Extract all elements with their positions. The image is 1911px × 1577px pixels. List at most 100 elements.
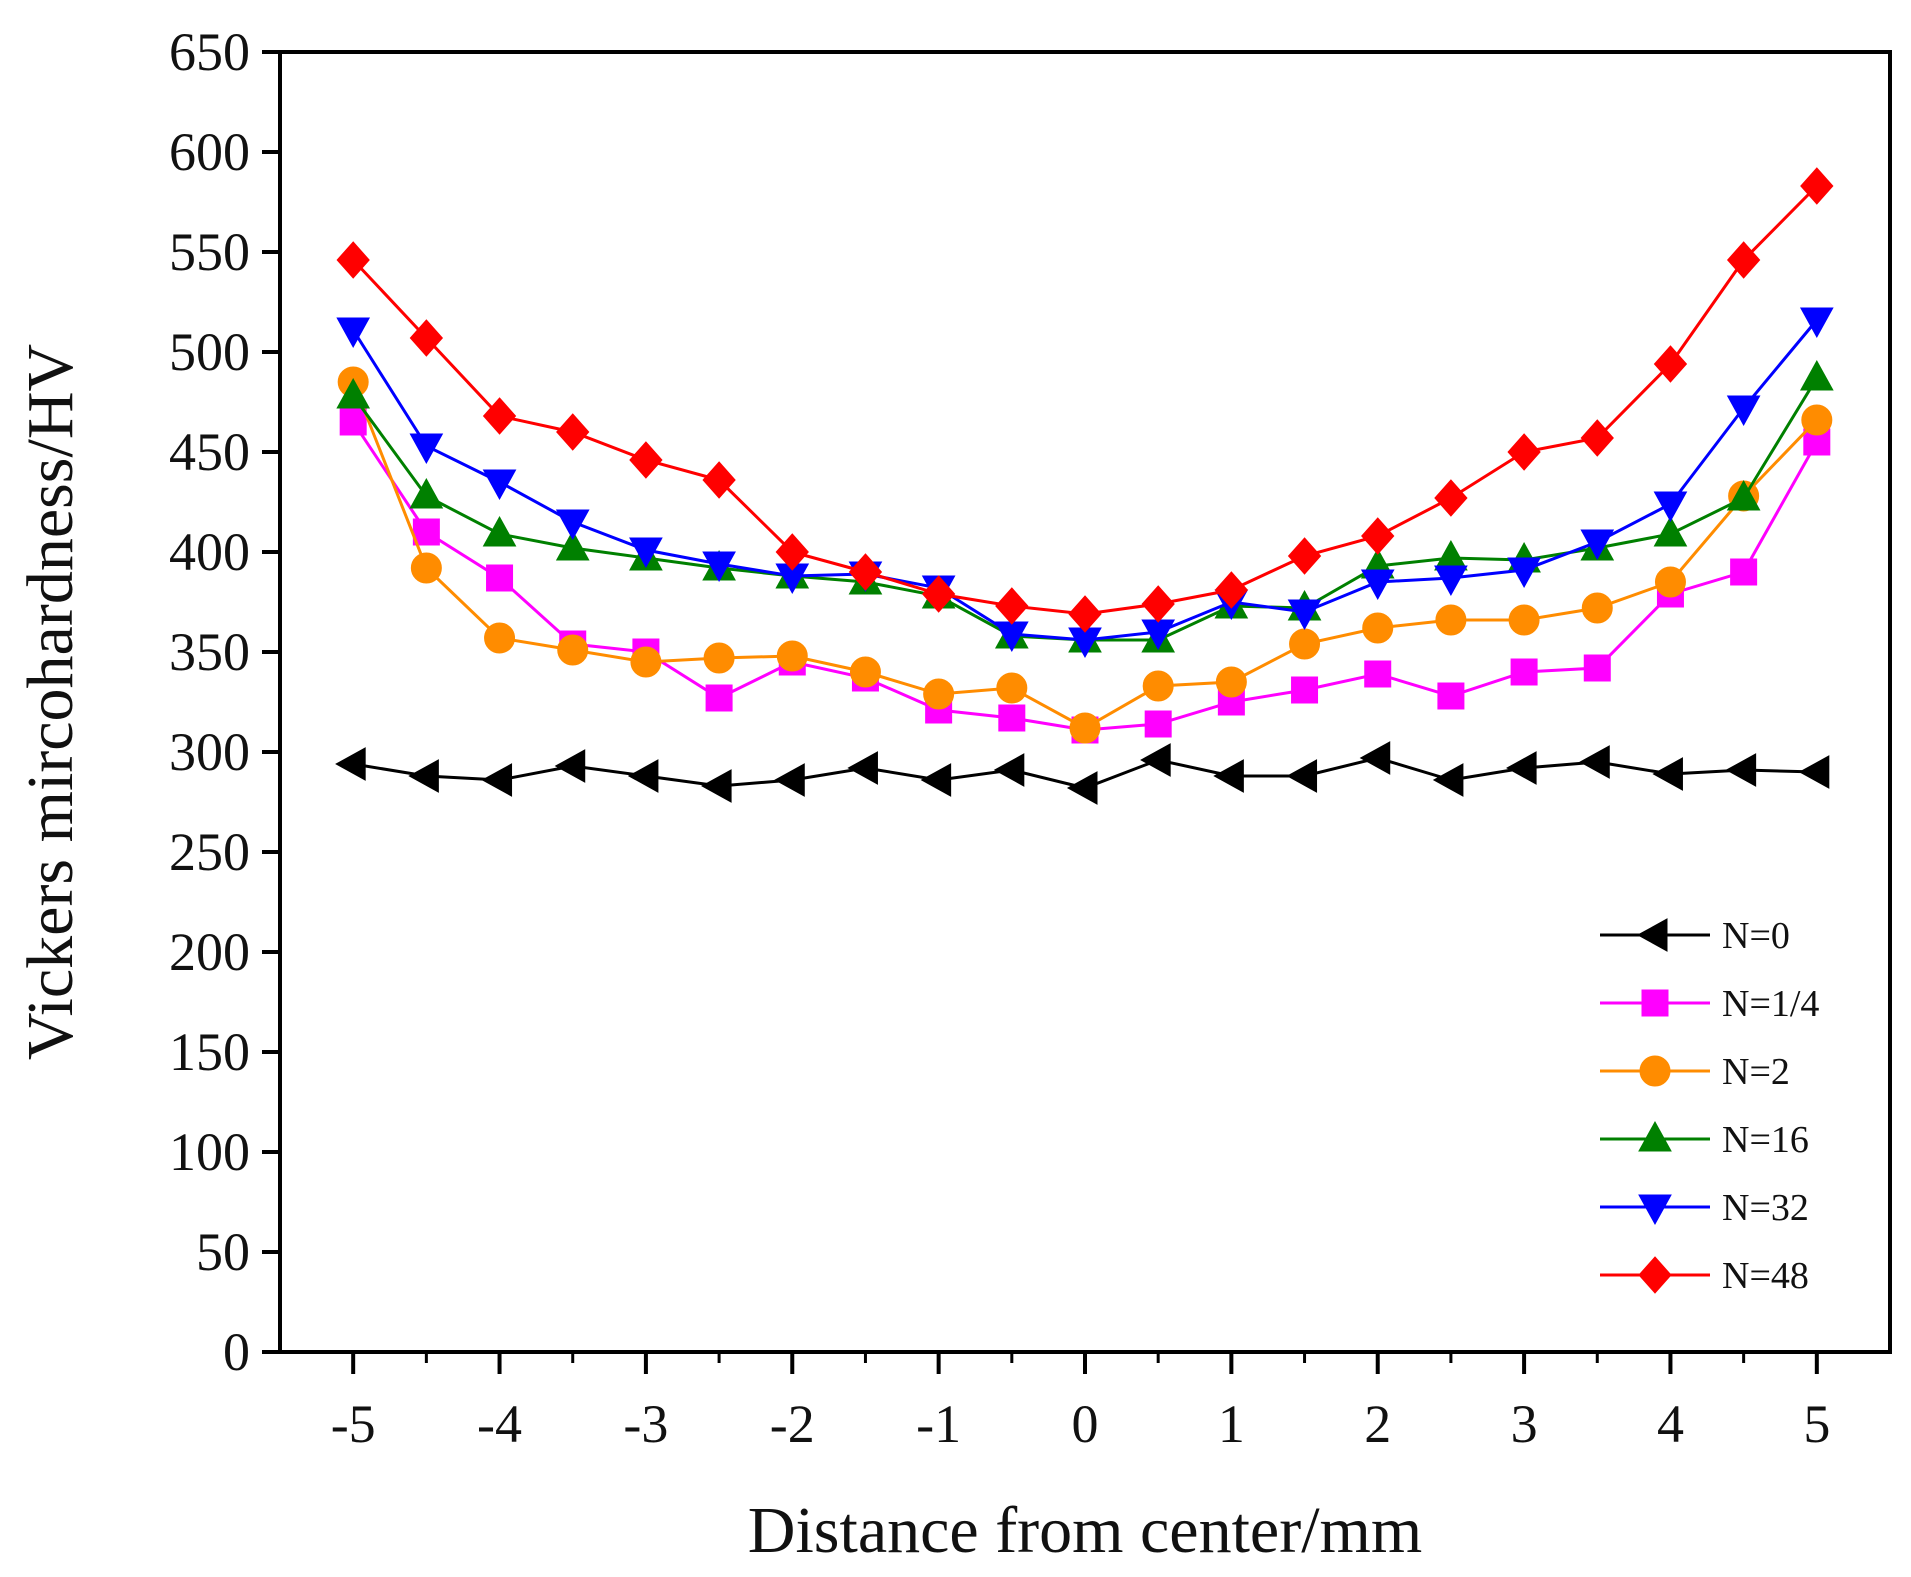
y-tick-label: 400	[169, 522, 250, 582]
x-tick-label: -1	[916, 1394, 961, 1454]
data-point-n-0	[335, 747, 366, 781]
data-point-n-48	[482, 397, 517, 435]
data-point-n-0	[627, 759, 659, 793]
x-tick-label: 3	[1511, 1394, 1538, 1454]
legend-item-n-32: N=32	[1600, 1187, 1809, 1229]
legend-marker	[1641, 989, 1669, 1017]
legend-item-n-48: N=48	[1600, 1255, 1809, 1297]
x-axis-title: Distance from center/mm	[748, 1494, 1422, 1567]
data-point-n-0	[774, 763, 805, 797]
y-tick-label: 550	[169, 222, 250, 282]
series-line-n-32	[351, 319, 1818, 642]
data-point-n-1-4	[1437, 682, 1465, 710]
y-tick-labels: 0 50 100 150 200 250 300 350 400 450 500 550 600 650	[169, 22, 250, 1382]
x-tick-label: -5	[331, 1394, 376, 1454]
data-point-n-32	[555, 509, 590, 541]
data-point-n-32	[482, 469, 517, 501]
data-point-n-16	[409, 477, 444, 509]
data-point-n-0	[1579, 745, 1610, 779]
data-point-n-1-4	[339, 408, 367, 436]
data-point-n-2	[1289, 628, 1321, 660]
data-point-n-48	[1800, 167, 1834, 205]
data-point-n-16	[1726, 479, 1761, 511]
data-point-n-1-4	[1364, 660, 1392, 688]
data-point-n-0	[554, 749, 586, 783]
y-tick-label: 450	[169, 422, 250, 482]
legend-item-n-2: N=2	[1600, 1051, 1790, 1093]
legend-marker	[1638, 1194, 1672, 1226]
data-point-n-0	[701, 769, 732, 803]
y-tick-label: 500	[169, 322, 250, 382]
x-tick-label: 0	[1072, 1394, 1099, 1454]
legend-label: N=32	[1722, 1187, 1809, 1229]
data-point-n-48	[1068, 595, 1102, 633]
legend-item-n-0: N=0	[1600, 915, 1790, 957]
data-point-n-0	[1286, 759, 1318, 793]
data-point-n-32	[629, 537, 663, 569]
data-point-n-16	[1653, 515, 1688, 547]
data-point-n-0	[920, 763, 952, 797]
data-point-n-48	[556, 413, 590, 451]
data-point-n-1-4	[1144, 710, 1172, 738]
data-point-n-32	[1799, 307, 1834, 339]
data-point-n-0	[1432, 763, 1464, 797]
data-point-n-2	[703, 642, 735, 674]
data-point-n-48	[848, 553, 883, 591]
data-point-n-48	[1726, 241, 1761, 279]
data-point-n-2	[557, 634, 589, 666]
legend-marker	[1639, 1055, 1671, 1087]
series-line-n-1-4	[351, 421, 1819, 732]
data-point-n-48	[1287, 537, 1322, 575]
data-point-n-16	[482, 515, 517, 547]
data-point-n-48	[629, 441, 663, 479]
x-tick-labels: -5 -4 -3 -2 -1 0 1 2 3 4 5	[331, 1394, 1831, 1454]
data-point-n-2	[1362, 612, 1394, 644]
data-point-n-2	[410, 552, 442, 584]
y-tick-label: 50	[196, 1222, 250, 1282]
data-point-n-48	[995, 587, 1029, 625]
y-tick-label: 100	[169, 1122, 250, 1182]
data-point-n-48	[409, 319, 444, 357]
data-point-n-32	[1287, 599, 1322, 631]
data-point-n-32	[1580, 529, 1615, 561]
data-point-n-0	[481, 763, 513, 797]
data-point-n-1-4	[1583, 654, 1611, 682]
legend: N=0 N=1/4 N=2 N=16 N=32 N=48	[1600, 915, 1819, 1297]
data-point-n-2	[484, 622, 516, 654]
data-point-n-2	[1215, 666, 1247, 698]
series-n-0	[335, 741, 1830, 805]
data-point-n-2	[776, 640, 808, 672]
series-layer	[335, 167, 1834, 805]
data-point-n-2	[630, 646, 662, 678]
x-tick-label: 5	[1803, 1394, 1830, 1454]
data-point-n-1-4	[486, 564, 514, 592]
data-point-n-48	[1580, 419, 1614, 457]
plot-frame	[278, 50, 1892, 1354]
data-point-n-0	[847, 751, 878, 785]
data-point-n-1-4	[1291, 676, 1319, 704]
data-point-n-1-4	[1510, 658, 1538, 686]
data-point-n-48	[1214, 571, 1249, 609]
data-point-n-1-4	[412, 518, 440, 546]
data-point-n-32	[1434, 565, 1468, 597]
data-point-n-16	[1799, 359, 1834, 391]
data-point-n-2	[1435, 604, 1467, 636]
data-point-n-48	[1361, 517, 1395, 555]
data-point-n-48	[336, 241, 370, 279]
x-tick-label: -2	[770, 1394, 815, 1454]
data-point-n-2	[996, 672, 1028, 704]
data-point-n-48	[1507, 433, 1541, 471]
series-n-1-4	[339, 408, 1831, 744]
data-point-n-32	[1507, 557, 1541, 589]
data-point-n-0	[1359, 741, 1391, 775]
x-tick-label: -4	[477, 1394, 522, 1454]
legend-label: N=16	[1722, 1119, 1809, 1161]
y-tick-label: 600	[169, 122, 250, 182]
data-point-n-1-4	[1730, 558, 1758, 586]
data-point-n-2	[1508, 604, 1540, 636]
data-point-n-0	[993, 753, 1025, 787]
data-point-n-32	[336, 317, 371, 349]
data-point-n-48	[775, 533, 809, 571]
data-point-n-0	[1725, 753, 1757, 787]
